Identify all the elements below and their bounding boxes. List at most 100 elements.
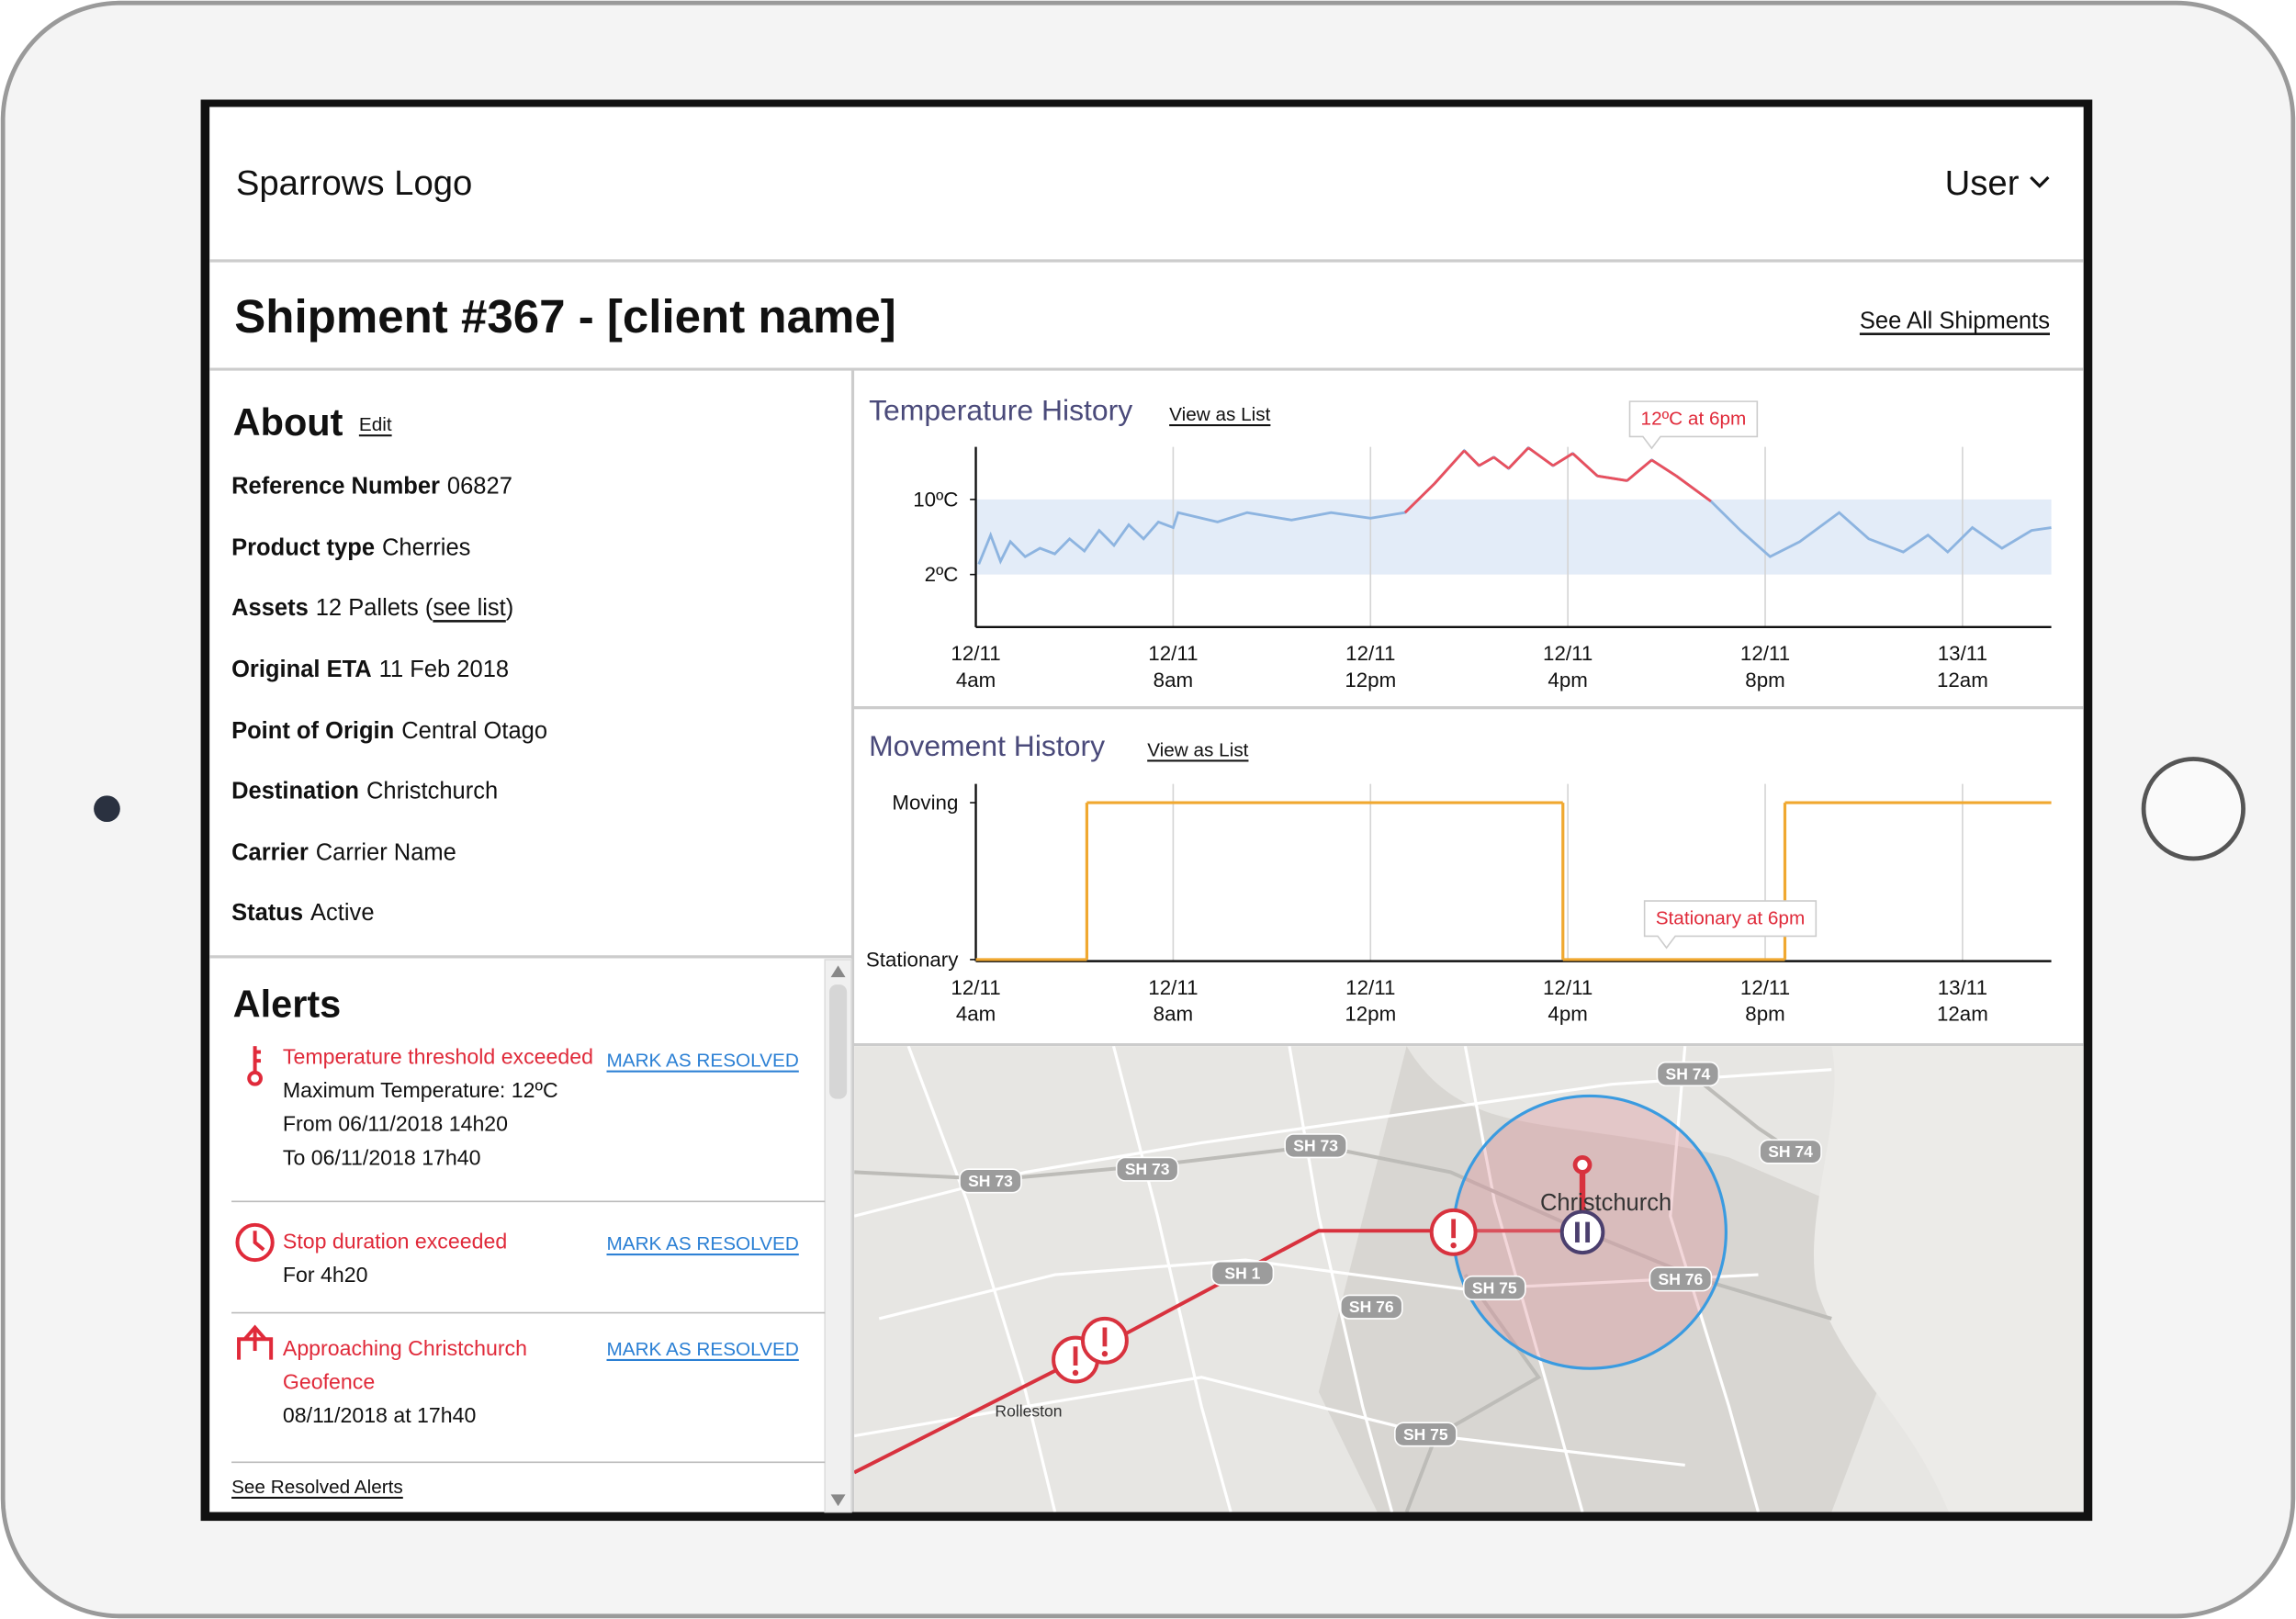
x-tick-label: 12/11 xyxy=(1543,642,1593,665)
alert-title: Temperature threshold exceeded xyxy=(283,1044,593,1068)
temperature-alert-segment xyxy=(1434,449,1466,485)
road-label: SH 75 xyxy=(1472,1278,1517,1297)
alert-detail: 08/11/2018 at 17h40 xyxy=(283,1403,476,1427)
alerts-title: Alerts xyxy=(233,982,342,1025)
chart-title: Temperature History xyxy=(869,394,1132,427)
map[interactable]: SH 73 SH 73 SH 73 SH 74 SH 74 SH 75 SH 75 SH 76… xyxy=(854,1046,2084,1512)
field-value: 06827 xyxy=(447,474,512,500)
user-chevron[interactable] xyxy=(2030,175,2050,188)
x-tick-label: 12/11 xyxy=(1543,976,1593,999)
home-button[interactable] xyxy=(2141,757,2245,861)
field-label: Original ETA xyxy=(231,657,372,682)
stop-marker[interactable] xyxy=(1559,1209,1605,1255)
camera xyxy=(94,795,120,823)
alert-detail: From 06/11/2018 14h20 xyxy=(283,1112,508,1136)
road-shield xyxy=(1463,1275,1526,1300)
chart-title: Movement History xyxy=(869,729,1105,762)
edit-link[interactable]: Edit xyxy=(359,414,392,435)
field-label: Status xyxy=(231,900,303,926)
alert-marker[interactable] xyxy=(1429,1208,1478,1256)
x-tick-label: 12pm xyxy=(1345,669,1396,691)
field-label: Reference Number xyxy=(231,474,440,500)
x-tick-label: 12/11 xyxy=(1148,642,1198,665)
user-menu[interactable]: User xyxy=(1945,163,2020,203)
temperature-alert-segment xyxy=(1403,482,1436,514)
x-tick-label: 4am xyxy=(956,669,996,691)
road-shield xyxy=(959,1168,1022,1194)
scroll-up[interactable] xyxy=(830,965,846,978)
alert-title: Stop duration exceeded xyxy=(283,1229,507,1253)
field: Original ETA 11 Feb 2018 xyxy=(231,657,509,682)
field-value: Central Otago xyxy=(401,718,547,744)
x-tick-label: 4pm xyxy=(1548,669,1587,691)
shipment-title: Shipment #367 - [client name] xyxy=(234,290,895,343)
field: Assets 12 Pallets (see list) xyxy=(231,595,513,621)
annotation: 12ºC at 6pm xyxy=(1628,400,1759,450)
x-tick-label: 8am xyxy=(1154,1003,1193,1026)
mark-resolved-link[interactable]: MARK AS RESOLVED xyxy=(606,1339,798,1360)
place-label: Rolleston xyxy=(995,1401,1062,1420)
see-resolved-link[interactable]: See Resolved Alerts xyxy=(231,1477,403,1498)
temperature-alert-segment xyxy=(1571,452,1599,478)
y-tick-label: 10ºC xyxy=(913,488,958,511)
road-shield xyxy=(1210,1260,1275,1287)
field-value: Christchurch xyxy=(366,779,498,804)
temperature-alert-segment xyxy=(1597,474,1627,482)
scroll-down[interactable] xyxy=(830,1494,846,1507)
temperature-alert-segment xyxy=(1552,452,1574,467)
temperature-alert-segment xyxy=(1675,475,1712,503)
view-list-link[interactable]: View as List xyxy=(1147,739,1248,760)
field-value: 11 Feb 2018 xyxy=(379,657,509,682)
x-tick-label: 8pm xyxy=(1745,669,1784,691)
scroll-thumb[interactable] xyxy=(828,984,848,1099)
field-link[interactable]: see list xyxy=(433,595,505,621)
annotation-box xyxy=(1628,400,1759,450)
mark-resolved-link[interactable]: MARK AS RESOLVED xyxy=(606,1233,798,1254)
x-tick-label: 12/11 xyxy=(951,642,1000,665)
logo: Sparrows Logo xyxy=(236,163,472,203)
road-label: SH 73 xyxy=(968,1172,1013,1190)
x-tick-label: 12/11 xyxy=(1740,642,1790,665)
field-value: Active xyxy=(310,900,374,926)
about-title: About xyxy=(233,400,343,444)
x-tick-label: 12am xyxy=(1937,1003,1988,1026)
x-tick-label: 13/11 xyxy=(1938,976,1987,999)
temperature-alert-segment xyxy=(1650,458,1678,478)
road-label: SH 74 xyxy=(1768,1142,1813,1161)
alert-detail: For 4h20 xyxy=(283,1263,368,1287)
annotation: Stationary at 6pm xyxy=(1643,900,1818,950)
y-tick-label: 2ºC xyxy=(925,563,959,586)
place-label: Christchurch xyxy=(1540,1190,1671,1216)
annotation-text: 12ºC at 6pm xyxy=(1641,409,1747,430)
road-shield xyxy=(1284,1133,1347,1159)
x-tick-label: 8am xyxy=(1154,669,1193,691)
see-all-link[interactable]: See All Shipments xyxy=(1860,308,2050,333)
road-shield xyxy=(1656,1061,1720,1087)
clock-icon xyxy=(235,1222,275,1263)
mark-resolved-link[interactable]: MARK AS RESOLVED xyxy=(606,1051,798,1072)
field-label: Assets xyxy=(231,595,309,621)
road-label: SH 75 xyxy=(1403,1425,1448,1444)
road-label: SH 76 xyxy=(1659,1270,1704,1288)
field-label: Product type xyxy=(231,535,375,561)
field-value: 12 Pallets ( xyxy=(316,595,433,621)
x-tick-label: 12am xyxy=(1937,669,1988,691)
destination-pin[interactable] xyxy=(1572,1155,1593,1217)
sea xyxy=(1814,1046,2084,1512)
y-tick-label: Stationary xyxy=(866,948,959,971)
alert-detail: To 06/11/2018 17h40 xyxy=(283,1145,481,1169)
alert-marker[interactable] xyxy=(1081,1316,1129,1365)
x-tick-label: 12/11 xyxy=(951,976,1000,999)
road-shield xyxy=(1649,1266,1713,1292)
field-label: Point of Origin xyxy=(231,718,394,744)
thermometer-icon xyxy=(247,1046,263,1086)
x-tick-label: 12/11 xyxy=(1345,976,1395,999)
x-tick-label: 4am xyxy=(956,1003,996,1026)
view-list-link[interactable]: View as List xyxy=(1169,404,1270,425)
field-value: Carrier Name xyxy=(316,840,456,866)
road-shield xyxy=(1115,1156,1179,1182)
urban-area xyxy=(1318,1046,1906,1512)
alert-title: Approaching Christchurch xyxy=(283,1336,527,1360)
temperature-alert-segment xyxy=(1463,449,1480,467)
